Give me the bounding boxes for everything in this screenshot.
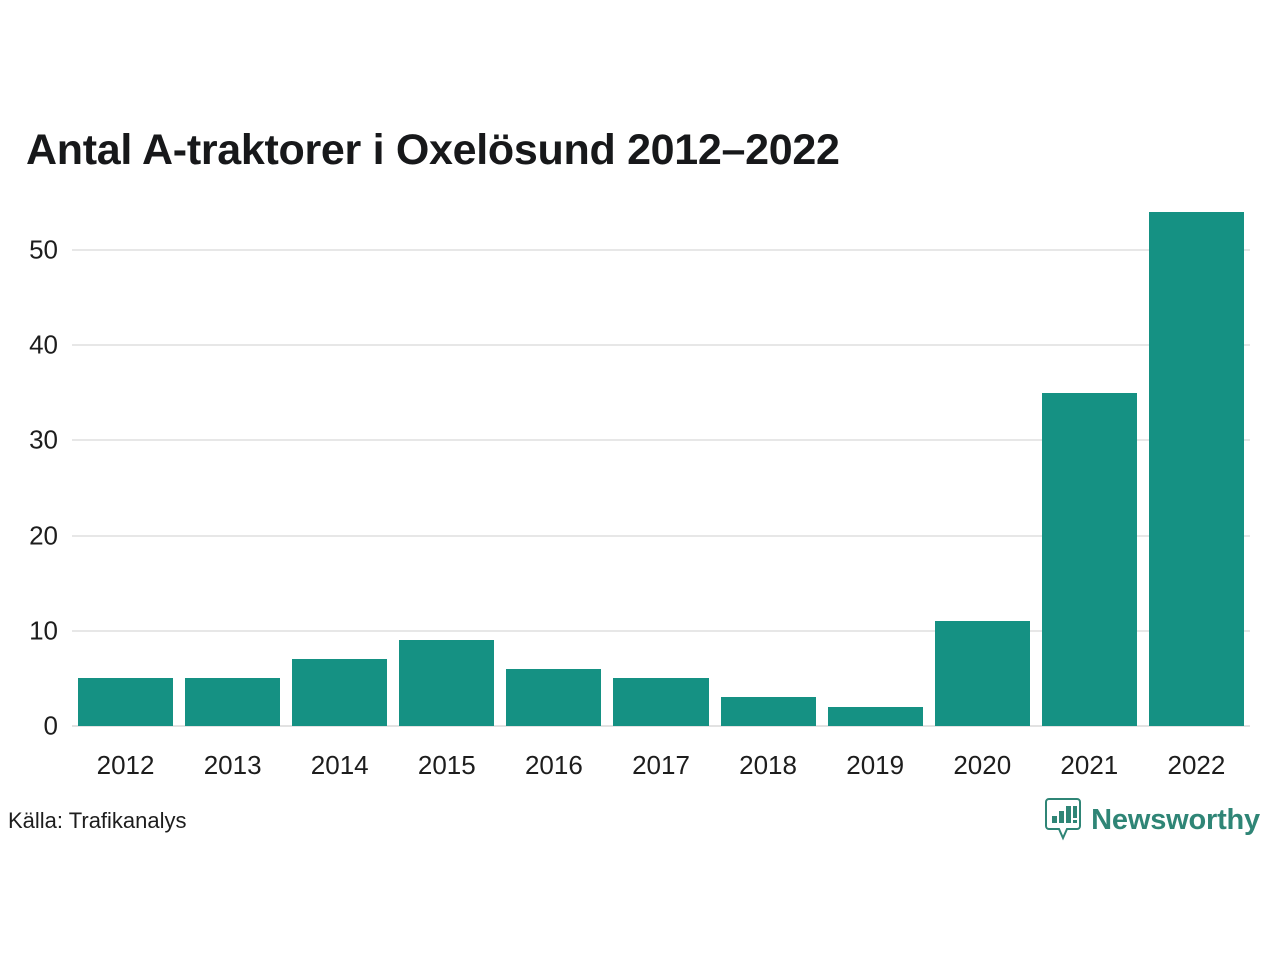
bar-2018[interactable] (720, 697, 816, 726)
brand-logo: Newsworthy (1045, 798, 1260, 842)
x-tick-label-2017: 2017 (632, 750, 690, 780)
gridlines (72, 210, 1250, 727)
x-tick-label-2022: 2022 (1167, 750, 1226, 780)
bar-2016[interactable] (506, 668, 602, 726)
y-tick-label: 20 (29, 520, 58, 551)
bar-2019[interactable] (827, 706, 923, 726)
x-tick-label-2015: 2015 (417, 750, 476, 780)
bar-2017[interactable] (613, 678, 709, 726)
gridline-30 (72, 439, 1250, 442)
plot-area (72, 210, 1250, 727)
gridline-20 (72, 534, 1250, 537)
y-tick-label: 30 (29, 424, 58, 455)
gridline-50 (72, 248, 1250, 251)
x-tick-label-2018: 2018 (739, 750, 797, 780)
x-tick-label-2019: 2019 (846, 750, 905, 780)
y-tick-label: 0 (43, 710, 58, 741)
x-tick-label-2016: 2016 (524, 750, 583, 780)
brand-name: Newsworthy (1091, 803, 1260, 836)
bar-series (72, 210, 1250, 726)
chart-title: Antal A-traktorer i Oxelösund 2012–2022 (26, 126, 840, 174)
y-tick-label: 50 (29, 234, 58, 265)
x-tick-label-2014: 2014 (310, 750, 369, 780)
bar-2015[interactable] (399, 640, 495, 726)
bar-2020[interactable] (934, 621, 1030, 726)
x-tick-label-2021: 2021 (1060, 750, 1119, 780)
bar-2013[interactable] (185, 678, 281, 726)
x-tick-label-2012: 2012 (96, 750, 155, 780)
y-tick-label: 40 (29, 329, 58, 360)
bar-2012[interactable] (78, 678, 174, 726)
gridline-0 (72, 725, 1250, 727)
bar-2014[interactable] (292, 659, 388, 726)
x-tick-label-2020: 2020 (953, 750, 1012, 780)
x-axis-labels: 2012 2013 2014 2015 2016 2017 2018 2019 2020 2021… (72, 750, 1250, 786)
newsworthy-bubble-chart-icon (1045, 798, 1082, 841)
y-axis-labels: 0 10 20 30 40 50 (0, 210, 58, 740)
gridline-10 (72, 629, 1250, 632)
source-note: Källa: Trafikanalys (8, 808, 187, 833)
y-tick-label: 10 (29, 615, 58, 646)
x-tick-label-2013: 2013 (203, 750, 262, 780)
gridline-40 (72, 344, 1250, 347)
bar-2021[interactable] (1041, 392, 1137, 726)
bar-2022[interactable] (1148, 211, 1244, 726)
